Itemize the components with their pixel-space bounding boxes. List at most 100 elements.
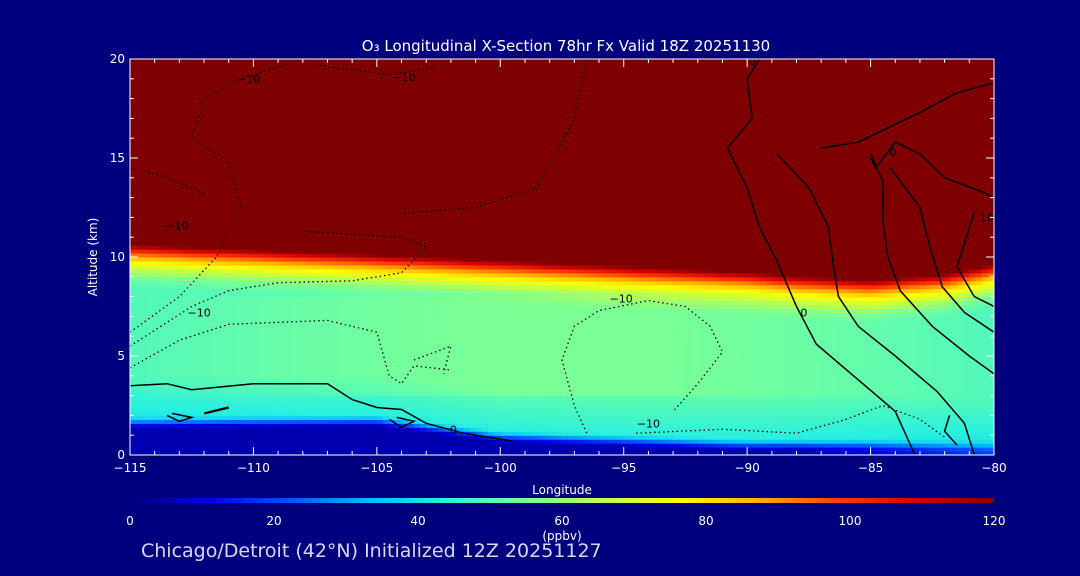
heatmap-cell xyxy=(173,205,180,211)
heatmap-cell xyxy=(308,435,316,440)
heatmap-cell xyxy=(413,443,421,448)
heatmap-cell xyxy=(284,165,292,171)
heatmap-cell xyxy=(432,447,440,452)
heatmap-cell xyxy=(265,193,273,199)
heatmap-cell xyxy=(364,253,372,258)
heatmap-cell xyxy=(321,367,329,373)
heatmap-cell xyxy=(302,130,310,135)
heatmap-cell xyxy=(308,367,316,373)
heatmap-cell xyxy=(241,146,248,151)
heatmap-cell xyxy=(130,439,137,444)
heatmap-cell xyxy=(346,102,353,108)
heatmap-cell xyxy=(179,292,187,298)
heatmap-cell xyxy=(228,280,236,286)
heatmap-cell xyxy=(204,268,211,274)
heatmap-cell xyxy=(290,59,298,64)
heatmap-cell xyxy=(247,205,255,211)
heatmap-cell xyxy=(173,356,180,361)
heatmap-cell xyxy=(247,435,255,440)
heatmap-cell xyxy=(148,336,156,341)
heatmap-cell xyxy=(259,300,267,306)
heatmap-cell xyxy=(222,233,230,238)
heatmap-cell xyxy=(191,154,199,159)
heatmap-cell xyxy=(413,150,421,155)
heatmap-cell xyxy=(154,209,162,215)
heatmap-cell xyxy=(413,344,421,349)
heatmap-cell xyxy=(383,209,390,215)
heatmap-cell xyxy=(383,284,390,290)
heatmap-cell xyxy=(278,320,285,325)
heatmap-cell xyxy=(271,221,279,226)
heatmap-cell xyxy=(401,185,409,191)
heatmap-cell xyxy=(389,288,396,294)
heatmap-cell xyxy=(315,316,322,321)
heatmap-cell xyxy=(370,379,378,385)
heatmap-cell xyxy=(426,158,433,163)
heatmap-cell xyxy=(271,201,279,207)
heatmap-cell xyxy=(346,447,353,452)
heatmap-cell xyxy=(420,241,427,246)
heatmap-cell xyxy=(167,134,174,139)
heatmap-cell xyxy=(290,110,298,116)
heatmap-cell xyxy=(179,264,187,270)
heatmap-cell xyxy=(290,415,298,420)
heatmap-cell xyxy=(154,264,162,270)
heatmap-cell xyxy=(358,249,366,254)
heatmap-cell xyxy=(383,134,390,139)
heatmap-cell xyxy=(167,237,174,242)
heatmap-cell xyxy=(154,82,162,88)
heatmap-cell xyxy=(160,102,168,108)
heatmap-cell xyxy=(284,209,292,215)
heatmap-cell xyxy=(142,276,150,282)
heatmap-cell xyxy=(142,280,150,286)
heatmap-cell xyxy=(339,419,347,424)
heatmap-cell xyxy=(315,308,322,314)
heatmap-cell xyxy=(358,344,366,349)
heatmap-cell xyxy=(160,181,168,187)
heatmap-cell xyxy=(290,383,298,389)
heatmap-cell xyxy=(130,70,137,76)
heatmap-cell xyxy=(204,324,211,329)
heatmap-cell xyxy=(253,98,261,104)
heatmap-cell xyxy=(327,249,335,254)
heatmap-cell xyxy=(142,363,150,369)
heatmap-cell xyxy=(204,82,211,88)
heatmap-cell xyxy=(284,312,292,317)
heatmap-cell xyxy=(204,399,211,405)
heatmap-cell xyxy=(420,304,427,310)
heatmap-cell xyxy=(315,399,322,405)
heatmap-cell xyxy=(302,142,310,147)
heatmap-cell xyxy=(241,260,248,266)
heatmap-cell xyxy=(315,177,322,183)
heatmap-cell xyxy=(210,233,217,238)
heatmap-cell xyxy=(278,383,285,389)
heatmap-cell xyxy=(173,320,180,325)
heatmap-cell xyxy=(222,118,230,123)
heatmap-cell xyxy=(383,82,390,88)
heatmap-cell xyxy=(241,336,248,341)
heatmap-cell xyxy=(160,447,168,452)
heatmap-cell xyxy=(160,158,168,163)
heatmap-cell xyxy=(352,82,359,88)
heatmap-cell xyxy=(333,213,341,218)
heatmap-cell xyxy=(327,209,335,215)
heatmap-cell xyxy=(364,359,372,365)
heatmap-cell xyxy=(339,268,347,274)
heatmap-cell xyxy=(413,241,421,246)
heatmap-cell xyxy=(302,395,310,401)
heatmap-cell xyxy=(271,217,279,222)
heatmap-cell xyxy=(296,415,304,420)
heatmap-cell xyxy=(234,387,242,393)
heatmap-cell xyxy=(210,375,217,381)
heatmap-cell xyxy=(420,90,427,96)
heatmap-cell xyxy=(395,193,403,199)
heatmap-cell xyxy=(185,348,193,353)
heatmap-cell xyxy=(389,308,396,314)
heatmap-cell xyxy=(154,217,162,222)
heatmap-cell xyxy=(278,312,285,317)
heatmap-cell xyxy=(222,316,230,321)
heatmap-cell xyxy=(290,126,298,131)
heatmap-cell xyxy=(389,435,396,440)
heatmap-cell xyxy=(420,62,427,68)
heatmap-cell xyxy=(136,316,143,321)
